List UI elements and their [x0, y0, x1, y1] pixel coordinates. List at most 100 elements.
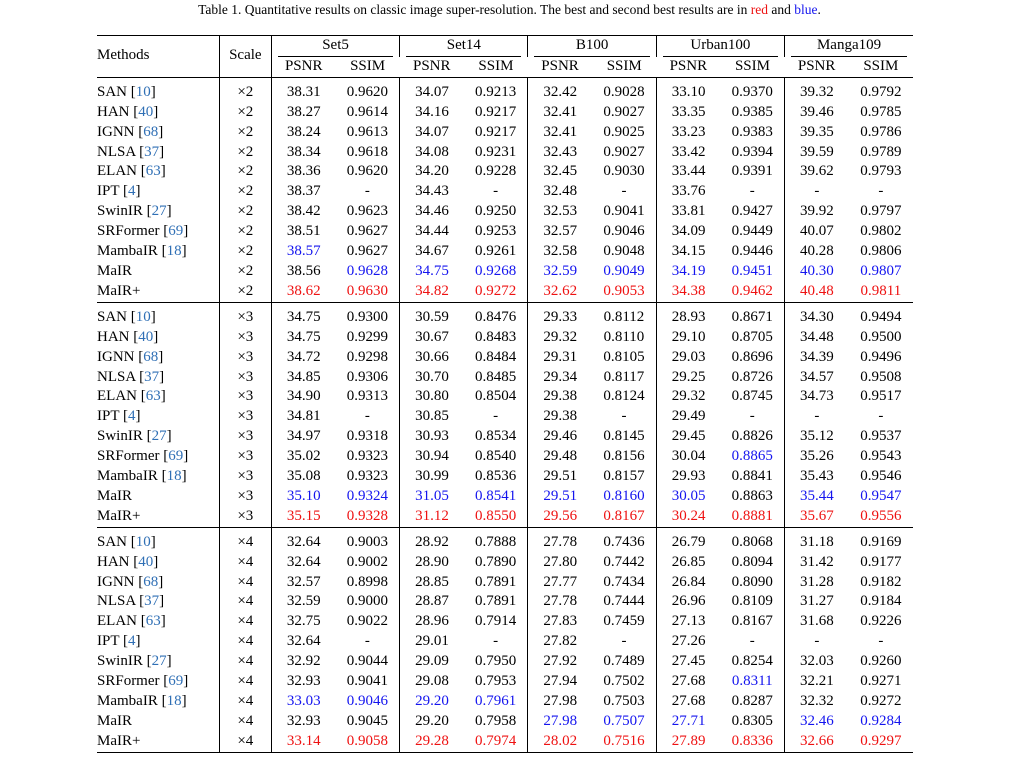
ssim-header: SSIM — [478, 57, 514, 74]
psnr-value-cell: 35.15 — [286, 507, 321, 524]
scale-cell: ×4 — [219, 692, 272, 712]
ssim-value-cell: 0.8541 — [463, 486, 529, 507]
method-name: SAN — [97, 83, 128, 100]
citation-link[interactable]: 10 — [135, 533, 151, 550]
method-name-cell: SRFormer [69] — [97, 447, 220, 468]
table-row: IGNN [68] ×2 38.24 0.9613 34.07 0.9217 32.41 0.… — [97, 122, 913, 143]
citation-link[interactable]: 4 — [127, 408, 136, 425]
psnr-header: PSNR — [797, 57, 836, 74]
citation-link[interactable]: 69 — [168, 673, 184, 690]
psnr-value-cell: 34.07 — [399, 76, 464, 103]
citation-link[interactable]: 40 — [138, 328, 154, 345]
method-name-cell: SAN [10] — [97, 76, 220, 103]
citation-link[interactable]: 10 — [135, 308, 151, 325]
psnr-value-cell: 27.68 — [671, 693, 706, 709]
psnr-value-cell: 27.98 — [543, 693, 578, 709]
metric-header-row: PSNR SSIM PSNR SSIM PSNR SSIM PSNR SSIM PSNR SSIM — [97, 57, 913, 77]
psnr-value-cell: 31.18 — [784, 526, 849, 553]
method-name-cell: IGNN [68] — [97, 572, 220, 593]
ssim-value-cell: 0.8863 — [720, 486, 786, 507]
citation-link[interactable]: 4 — [127, 633, 136, 650]
psnr-value-cell: 34.57 — [800, 368, 834, 385]
citation-link[interactable]: 63 — [145, 163, 161, 180]
psnr-value-cell: 28.87 — [415, 593, 449, 610]
psnr-value-cell: 34.46 — [415, 203, 449, 220]
psnr-value-cell: 26.96 — [671, 593, 706, 610]
method-name: IGNN — [97, 123, 135, 140]
ssim-value-cell: 0.9213 — [463, 76, 529, 103]
method-name-cell: IPT [4] — [97, 632, 220, 653]
citation-link[interactable]: 10 — [135, 83, 151, 100]
table-row: HAN [40] ×4 32.64 0.9002 28.90 0.7890 27.80 0.7… — [97, 552, 913, 573]
psnr-value-cell: 27.94 — [543, 673, 578, 690]
citation-link[interactable]: 63 — [145, 613, 161, 630]
method-name: MaIR+ — [97, 732, 141, 749]
methods-header: Methods — [97, 35, 220, 78]
ssim-value-cell: 0.9385 — [720, 102, 786, 123]
psnr-value-cell: 27.82 — [543, 633, 578, 650]
citation-link[interactable]: 69 — [168, 223, 184, 240]
citation-link[interactable]: 68 — [143, 123, 159, 140]
ssim-value-cell: 0.8536 — [463, 467, 529, 487]
ssim-value-cell: - — [592, 632, 657, 653]
psnr-value-cell: 34.67 — [415, 243, 449, 260]
ssim-value-cell: 0.8156 — [592, 447, 657, 468]
psnr-value-cell: 38.31 — [271, 76, 336, 103]
method-name: HAN — [97, 103, 130, 120]
psnr-value-cell: - — [814, 408, 820, 425]
citation-link[interactable]: 18 — [166, 468, 182, 485]
ssim-value-cell: 0.9025 — [592, 122, 657, 143]
ssim-value-cell: 0.9217 — [463, 102, 529, 123]
citation-link[interactable]: 37 — [144, 368, 160, 385]
psnr-value-cell: 29.32 — [543, 328, 578, 345]
psnr-value-cell: 30.99 — [415, 468, 449, 485]
citation-link[interactable]: 37 — [144, 593, 160, 610]
method-name: MaIR — [97, 712, 132, 729]
caption-period: . — [817, 2, 821, 17]
table-row: ELAN [63] ×4 32.75 0.9022 28.96 0.7914 27.83 0.… — [97, 612, 913, 633]
ssim-value-cell: 0.9785 — [860, 103, 902, 120]
ssim-value-cell: 0.7459 — [592, 612, 657, 633]
psnr-value-cell: 30.93 — [415, 428, 449, 445]
table-row: IGNN [68] ×3 34.72 0.9298 30.66 0.8484 29.31 0.… — [97, 347, 913, 368]
ssim-value-cell: - — [463, 407, 529, 428]
ssim-value-cell: 0.8110 — [592, 327, 657, 348]
citation-link[interactable]: 18 — [166, 243, 182, 260]
citation-link[interactable]: 68 — [143, 573, 159, 590]
ssim-value-cell: 0.8705 — [720, 327, 786, 348]
citation-link[interactable]: 40 — [138, 553, 154, 570]
method-name-cell: IGNN [68] — [97, 347, 220, 368]
citation-link[interactable]: 27 — [151, 203, 167, 220]
citation-link[interactable]: 27 — [151, 428, 167, 445]
method-name-cell: HAN [40] — [97, 327, 220, 348]
psnr-value-cell: 35.12 — [800, 428, 834, 445]
table-row: IPT [4] ×2 38.37-34.43-32.48-33.76- - - — [97, 182, 913, 203]
ssim-value-cell: 0.9494 — [848, 301, 913, 328]
citation-link[interactable]: 63 — [145, 388, 161, 405]
psnr-value-cell: 26.84 — [671, 573, 706, 590]
citation-link[interactable]: 18 — [166, 693, 182, 709]
ssim-value-cell: 0.9268 — [463, 261, 529, 282]
citation-link[interactable]: 37 — [144, 143, 160, 160]
scale-cell: ×3 — [219, 407, 272, 428]
ssim-value-cell: 0.8841 — [720, 467, 786, 487]
citation-link[interactable]: 40 — [138, 103, 154, 120]
citation-link[interactable]: 4 — [127, 183, 136, 200]
citation-link[interactable]: 68 — [143, 348, 159, 365]
psnr-value-cell: 29.03 — [671, 348, 706, 365]
psnr-value-cell: 33.76 — [671, 183, 706, 200]
table-row: MaIR ×3 35.10 0.9324 31.05 0.8541 29.51 0.8160 3… — [97, 486, 913, 507]
dataset-header-set5: Set5 — [271, 35, 401, 57]
ssim-value-cell: 0.9449 — [720, 222, 786, 243]
method-name-cell: MaIR — [97, 261, 220, 282]
psnr-value-cell: 32.92 — [286, 653, 321, 670]
method-name-cell: NLSA [37] — [97, 367, 220, 388]
psnr-value-cell: 30.66 — [415, 348, 449, 365]
psnr-value-cell: 34.39 — [800, 348, 834, 365]
psnr-value-cell: 32.62 — [543, 282, 578, 299]
psnr-value-cell: 29.09 — [415, 653, 449, 670]
citation-link[interactable]: 27 — [151, 653, 167, 670]
citation-link[interactable]: 69 — [168, 448, 184, 465]
psnr-value-cell: 35.67 — [800, 507, 834, 524]
psnr-value-cell: 34.85 — [286, 368, 321, 385]
